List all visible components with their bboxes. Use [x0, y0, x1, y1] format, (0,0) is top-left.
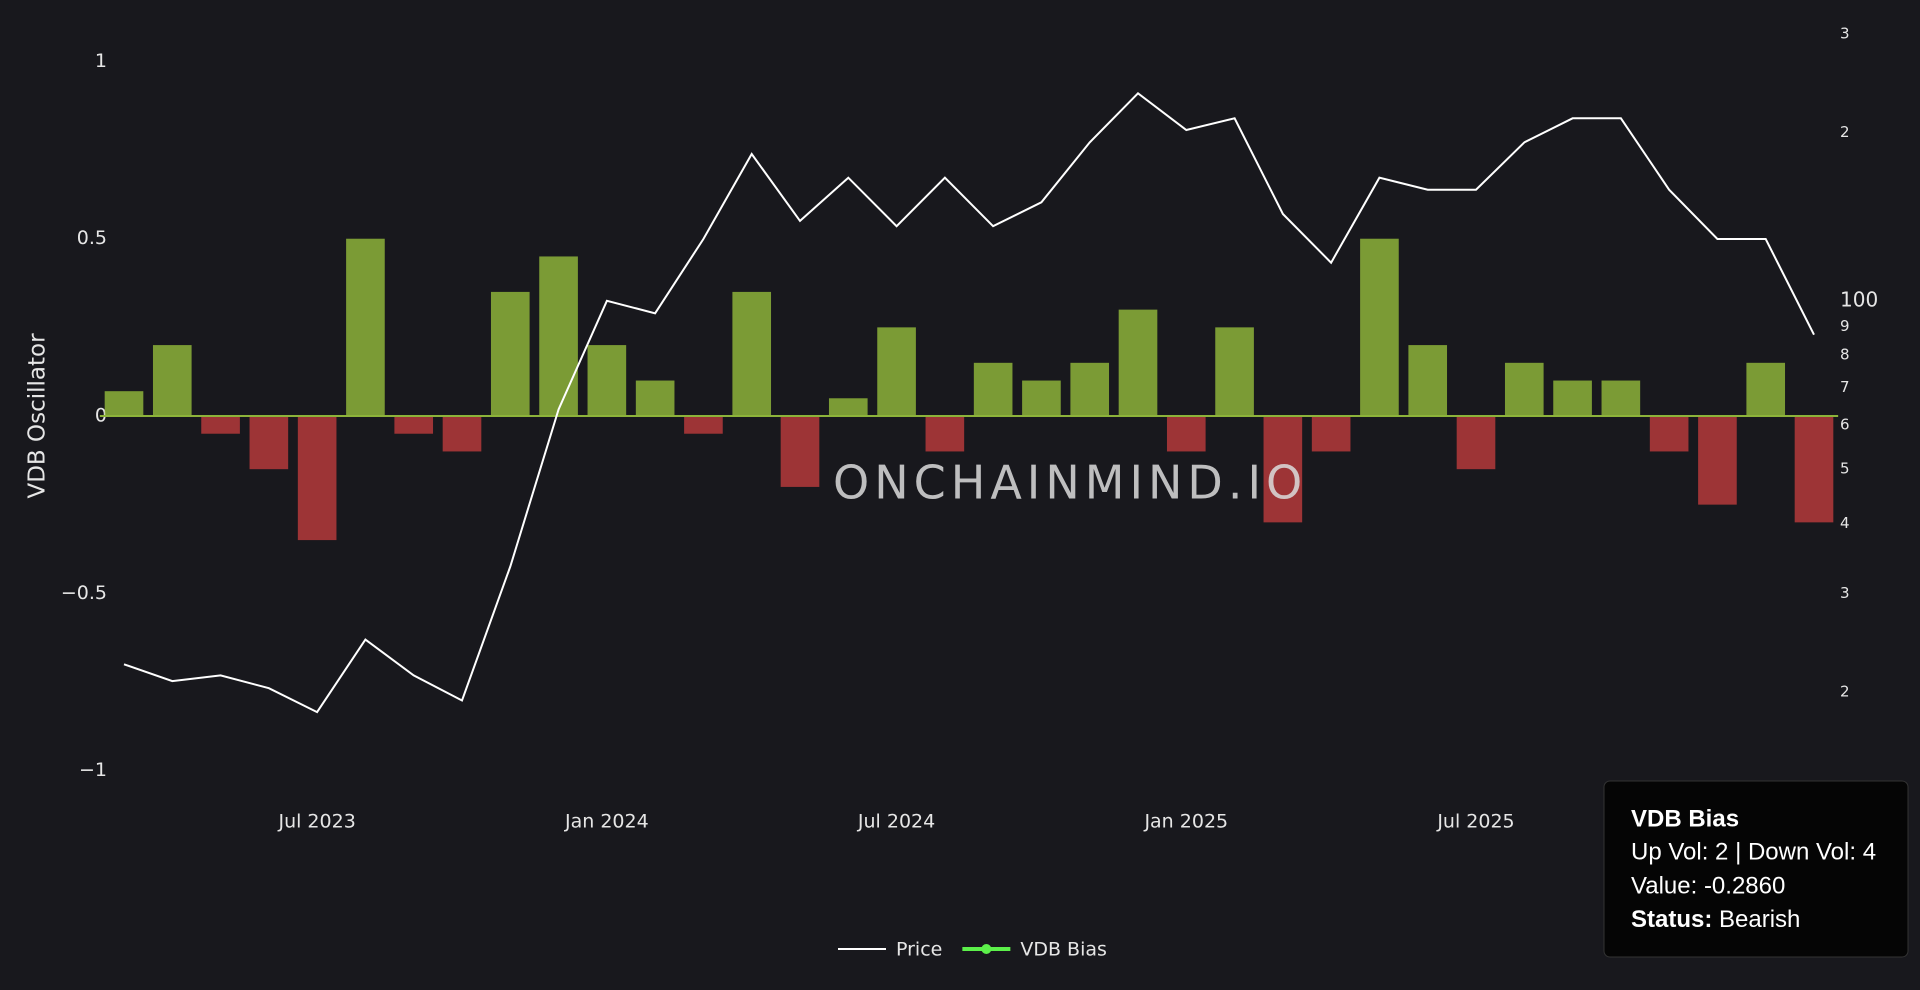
- oscillator-bar: [1794, 416, 1834, 523]
- oscillator-bar: [394, 416, 434, 434]
- y2-tick-label: 3: [1840, 584, 1850, 602]
- tooltip-status: Status: Bearish: [1631, 906, 1800, 933]
- oscillator-bar: [104, 391, 144, 416]
- oscillator-bar: [587, 345, 627, 416]
- tooltip-box: [1603, 780, 1909, 958]
- oscillator-bar: [1553, 380, 1592, 416]
- tooltip-value: Value: -0.2860: [1631, 872, 1785, 899]
- x-tick-label: Jan 2024: [564, 811, 649, 833]
- oscillator-bar: [973, 362, 1013, 416]
- oscillator-bar: [1360, 238, 1399, 416]
- oscillator-bar: [1601, 380, 1641, 416]
- oscillator-bar: [1263, 416, 1303, 523]
- legend-label: VDB Bias: [1020, 939, 1107, 961]
- oscillator-bar: [1166, 416, 1206, 452]
- oscillator-bar: [732, 291, 772, 416]
- oscillator-bar: [1070, 362, 1110, 416]
- legend-dot: [981, 944, 992, 954]
- oscillator-bar: [780, 416, 820, 487]
- y-axis-title: VDB Oscillator: [25, 333, 51, 499]
- oscillator-bar: [490, 291, 530, 416]
- y2-tick-label: 4: [1840, 514, 1850, 532]
- oscillator-bar: [1504, 362, 1544, 416]
- oscillator-bar: [1456, 416, 1496, 470]
- oscillator-bar: [1408, 345, 1448, 416]
- x-tick-label: Jul 2024: [857, 811, 935, 833]
- legend: Price VDB Bias: [838, 939, 1107, 961]
- x-tick-label: Jan 2025: [1143, 811, 1228, 833]
- x-tick-label: Jul 2023: [277, 811, 355, 833]
- y2-tick-label: 2: [1840, 123, 1850, 141]
- oscillator-bar: [442, 416, 482, 452]
- oscillator-bar: [635, 380, 675, 416]
- y-tick-label: 1: [95, 50, 107, 72]
- legend-label: Price: [896, 939, 942, 961]
- tooltip-status-label: Status:: [1631, 906, 1712, 933]
- oscillator-bar: [249, 416, 289, 470]
- y2-tick-label: 8: [1840, 346, 1850, 364]
- oscillator-bar: [1311, 416, 1351, 452]
- tooltip: VDB Bias Up Vol: 2 | Down Vol: 4 Value: …: [1603, 780, 1909, 958]
- oscillator-bar: [1746, 362, 1786, 416]
- y2-tick-label: 6: [1840, 415, 1850, 433]
- tooltip-volumes: Up Vol: 2 | Down Vol: 4: [1631, 838, 1876, 865]
- oscillator-bar: [152, 345, 192, 416]
- price-line: [123, 91, 1815, 714]
- y2-tick-label: 9: [1840, 317, 1850, 335]
- oscillator-bar: [877, 327, 916, 416]
- y2-tick-label: 100: [1840, 287, 1878, 311]
- oscillator-bar: [1022, 380, 1061, 416]
- y-tick-label: −0.5: [61, 582, 107, 604]
- oscillator-bar: [925, 416, 965, 452]
- oscillator-bar: [539, 256, 578, 416]
- oscillator-bar: [1118, 309, 1158, 416]
- oscillator-bar: [201, 416, 240, 434]
- oscillator-bar: [1649, 416, 1689, 452]
- oscillator-bar: [346, 238, 385, 416]
- y-tick-label: 0.5: [77, 227, 107, 249]
- y2-tick-label: 3: [1840, 24, 1850, 42]
- x-tick-label: Jul 2025: [1436, 811, 1514, 833]
- oscillator-bar: [1698, 416, 1737, 505]
- tooltip-title: VDB Bias: [1631, 805, 1739, 832]
- tooltip-status-value: Bearish: [1719, 906, 1800, 933]
- y2-tick-label: 5: [1840, 460, 1850, 478]
- oscillator-bar: [684, 416, 723, 434]
- oscillator-bar: [828, 398, 868, 416]
- oscillator-bar: [297, 416, 337, 541]
- y2-tick-label: 7: [1840, 378, 1850, 396]
- y-tick-label: −1: [79, 759, 107, 781]
- watermark: ONCHAINMIND.IO: [833, 456, 1307, 510]
- y2-tick-label: 2: [1840, 682, 1850, 700]
- oscillator-bar: [1215, 327, 1254, 416]
